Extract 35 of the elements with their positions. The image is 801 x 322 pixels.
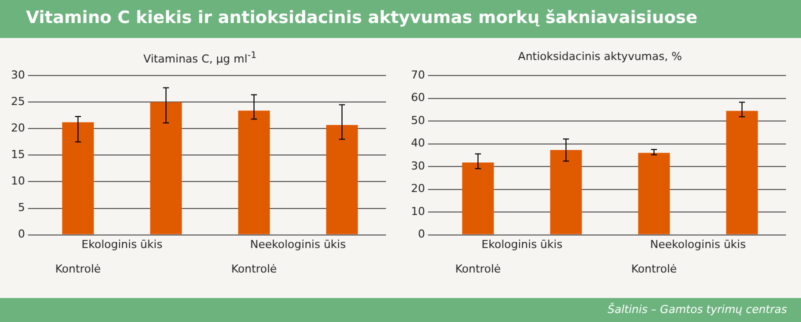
x-tick-label: Kontrolė xyxy=(231,262,277,276)
bar xyxy=(150,102,182,234)
bar xyxy=(238,110,270,234)
text: Ekologinis ūkis xyxy=(482,238,563,252)
text: Neekologinis ūkis xyxy=(650,238,746,252)
bar xyxy=(62,122,94,234)
y-tick-label: 25 xyxy=(10,94,25,108)
bar xyxy=(462,162,494,234)
y-tick-label: 0 xyxy=(418,228,425,241)
y-tick-label: 5 xyxy=(18,201,25,214)
bar xyxy=(326,124,358,234)
y-tick-label: 30 xyxy=(410,159,425,172)
y-tick-label: 50 xyxy=(410,114,425,127)
y-tick-label: 40 xyxy=(410,136,425,150)
y-tick-label: 20 xyxy=(410,182,425,196)
bar xyxy=(726,110,758,234)
y-tick-label: 20 xyxy=(10,122,25,135)
text: Ekologinis ūkis xyxy=(82,238,163,252)
chart-subtitle: Vitaminas C, µg ml$^{-1}$ xyxy=(142,50,258,66)
chart-title: Vitamino C kiekis ir antioksidacinis aktyvumas morkų šakniavaisiuose xyxy=(0,0,801,38)
x-tick-label: Kontrolė xyxy=(455,262,501,276)
y-tick-label: 10 xyxy=(10,174,25,188)
y-tick-label: 60 xyxy=(410,91,425,104)
y-tick-label: 10 xyxy=(410,204,425,218)
bar xyxy=(638,152,670,234)
y-tick-label: 0 xyxy=(18,228,25,241)
text: Šaltinis – Gamtos tyrimų centras xyxy=(0,298,801,322)
chart-subtitle: Antioksidacinis aktyvumas, % xyxy=(517,50,683,63)
bar xyxy=(550,150,582,234)
y-tick-label: 15 xyxy=(10,148,25,162)
x-tick-label: Kontrolė xyxy=(55,262,101,276)
x-tick-label: Kontrolė xyxy=(631,262,677,276)
text: Neekologinis ūkis xyxy=(250,238,346,252)
y-tick-label: 30 xyxy=(10,68,25,82)
y-tick-label: 70 xyxy=(410,68,425,82)
